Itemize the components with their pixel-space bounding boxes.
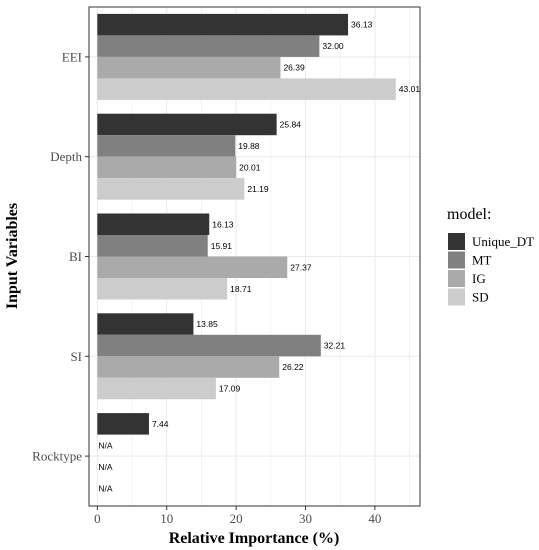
data-label: 20.01 <box>239 162 261 172</box>
data-labels: 36.13 32.00 26.39 43.01 25.84 19.88 20.01 21.19… <box>98 20 420 494</box>
y-axis-title: Input Variables <box>4 203 21 309</box>
bar-bi-unique_dt <box>97 213 210 235</box>
y-tick-label: Rocktype <box>32 449 82 464</box>
bar-depth-mt <box>97 135 236 157</box>
data-label: 26.39 <box>283 63 305 73</box>
x-axis-title: Relative Importance (%) <box>169 530 340 547</box>
bar-bi-sd <box>97 278 228 300</box>
bar-eei-unique_dt <box>97 13 349 36</box>
na-label: N/A <box>98 440 113 450</box>
na-label: N/A <box>98 483 113 493</box>
bar-rocktype-unique_dt <box>97 413 149 435</box>
legend-label: IG <box>472 271 486 286</box>
x-tick-label: 40 <box>368 511 381 526</box>
legend-label: Unique_DT <box>472 234 534 249</box>
data-label: 32.21 <box>324 341 346 351</box>
data-label: 19.88 <box>238 141 260 151</box>
data-label: 26.22 <box>282 362 304 372</box>
legend-label: MT <box>472 253 492 268</box>
y-tick-label: BI <box>69 249 82 264</box>
data-label: 18.71 <box>230 284 252 294</box>
data-label: 36.13 <box>351 20 373 30</box>
na-label: N/A <box>98 462 113 472</box>
data-label: 16.13 <box>212 219 234 229</box>
data-label: 25.84 <box>280 119 302 129</box>
bar-bi-mt <box>97 235 208 257</box>
x-axis-ticks: 0 10 20 30 40 <box>94 506 381 526</box>
bar-si-ig <box>97 356 280 378</box>
bar-depth-sd <box>97 178 245 200</box>
y-tick-label: Depth <box>50 149 82 164</box>
x-tick-label: 10 <box>160 511 173 526</box>
legend-swatch <box>448 270 465 287</box>
y-tick-label: SI <box>70 349 82 364</box>
data-label: 21.19 <box>247 184 269 194</box>
data-label: 15.91 <box>211 241 233 251</box>
bar-si-sd <box>97 377 216 400</box>
x-tick-label: 30 <box>299 511 312 526</box>
y-tick-label: EEI <box>62 49 82 64</box>
data-label: 7.44 <box>152 419 169 429</box>
y-axis-ticks: EEI Depth BI SI Rocktype <box>32 49 89 464</box>
data-label: 17.09 <box>219 384 241 394</box>
legend-swatch <box>448 288 465 306</box>
bar-eei-mt <box>97 35 320 57</box>
legend-title: model: <box>447 206 491 223</box>
x-tick-label: 0 <box>94 511 101 526</box>
legend-swatch <box>448 251 465 269</box>
bars <box>97 13 396 435</box>
x-tick-label: 20 <box>230 511 243 526</box>
bar-depth-unique_dt <box>97 113 277 136</box>
bar-depth-ig <box>97 156 237 179</box>
data-label: 32.00 <box>322 41 344 51</box>
data-label: 27.37 <box>290 262 312 272</box>
data-label: 13.85 <box>196 319 218 329</box>
legend-label: SD <box>472 290 489 305</box>
data-label: 43.01 <box>399 84 421 94</box>
bar-eei-sd <box>97 78 396 100</box>
bar-si-mt <box>97 334 321 357</box>
bar-bi-ig <box>97 256 288 278</box>
bar-eei-ig <box>97 56 281 79</box>
legend-swatch <box>448 233 465 250</box>
legend: model: Unique_DT MT IG SD <box>447 206 534 306</box>
bar-si-unique_dt <box>97 313 194 335</box>
